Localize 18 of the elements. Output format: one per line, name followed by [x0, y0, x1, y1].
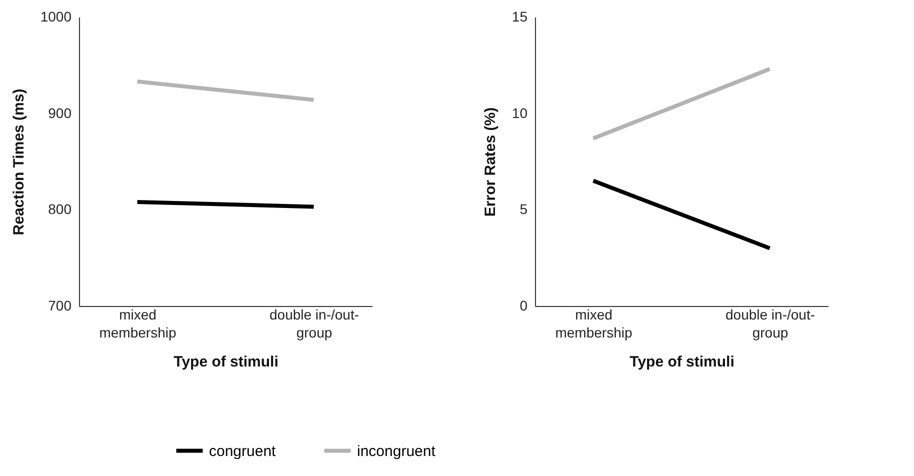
y-tick-label: 0	[520, 298, 528, 314]
legend-label: congruent	[209, 442, 277, 460]
y-tick-label: 10	[512, 104, 528, 121]
x-tick-label: mixed membership	[99, 306, 176, 340]
legend-label: incongruent	[357, 442, 436, 460]
y-tick-label: 700	[48, 298, 72, 314]
y-axis-title: Error Rates (%)	[482, 107, 499, 217]
x-axis-title: Type of stimuli	[174, 354, 278, 370]
x-tick-label: double in-/out-group	[269, 306, 360, 340]
y-tick-label: 5	[520, 201, 528, 218]
y-axis-title: Reaction Times (ms)	[10, 88, 28, 236]
y-tick-label: 1000	[40, 8, 72, 24]
y-tick-label: 800	[48, 201, 72, 218]
x-tick-label: double in-/out-group	[725, 306, 816, 340]
y-tick-label: 15	[512, 8, 528, 24]
x-axis-title: Type of stimuli	[630, 354, 734, 370]
x-tick-label: mixed membership	[555, 306, 632, 340]
y-tick-label: 900	[48, 104, 72, 121]
